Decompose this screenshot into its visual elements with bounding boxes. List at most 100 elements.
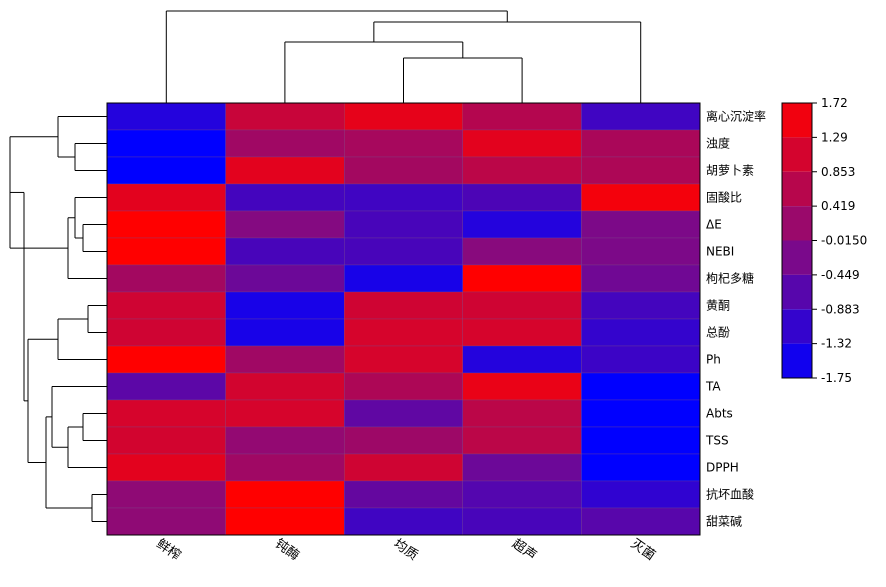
- colorbar-tick-label: 1.29: [821, 130, 848, 144]
- heatmap-cell: [225, 507, 345, 536]
- heatmap-cell: [344, 399, 463, 428]
- row-label: DPPH: [706, 461, 739, 475]
- column-label: 钝酶: [272, 536, 302, 564]
- row-label: 胡萝卜素: [706, 164, 754, 178]
- heatmap-cell: [225, 399, 345, 428]
- row-label: Ph: [706, 353, 721, 367]
- heatmap-cell: [462, 129, 582, 158]
- heatmap-cell: [344, 291, 463, 320]
- heatmap-cell: [581, 318, 701, 347]
- colorbar-tick-label: -1.32: [821, 337, 852, 351]
- heatmap-cell: [344, 372, 463, 401]
- row-label: 黄酮: [706, 299, 730, 313]
- heatmap-cell: [462, 291, 582, 320]
- heatmap-cell: [106, 318, 226, 347]
- colorbar-tick-label: 0.419: [821, 199, 855, 213]
- heatmap-cell: [106, 129, 226, 158]
- heatmap-cell: [344, 426, 463, 455]
- heatmap-cell: [225, 480, 345, 509]
- column-dendrogram: [165, 10, 642, 103]
- colorbar-segment: [782, 309, 812, 344]
- row-label: Abts: [706, 407, 733, 421]
- heatmap-cell: [581, 264, 701, 293]
- column-label: 鲜榨: [153, 536, 183, 564]
- heatmap-cell: [106, 237, 226, 266]
- colorbar-tick-label: -0.883: [821, 302, 860, 316]
- row-label: TSS: [705, 434, 729, 448]
- heatmap-cell: [581, 399, 701, 428]
- heatmap-cell: [344, 318, 463, 347]
- heatmap-cell: [581, 183, 701, 212]
- row-label: 浊度: [706, 136, 730, 151]
- heatmap-cell: [462, 345, 582, 374]
- colorbar-segment: [782, 103, 812, 138]
- heatmap-cell: [581, 237, 701, 266]
- row-label: TA: [705, 380, 721, 394]
- heatmap-cell: [462, 237, 582, 266]
- row-label: 总酚: [706, 326, 730, 340]
- column-label: 灭菌: [628, 537, 658, 564]
- heatmap-cell: [581, 507, 701, 536]
- row-label: 枸杞多糖: [706, 271, 754, 286]
- heatmap-cell: [344, 453, 463, 482]
- heatmap-cell: [581, 345, 701, 374]
- colorbar-segment: [782, 206, 812, 241]
- row-label: 离心沉淀率: [706, 109, 766, 124]
- heatmap-cell: [581, 129, 701, 158]
- column-labels: 鲜榨 钝酶 均质 超声 灭菌: [153, 536, 657, 564]
- heatmap-cell: [462, 372, 582, 401]
- heatmap-cell: [581, 210, 701, 239]
- row-label: NEBI: [706, 245, 734, 259]
- heatmap-cell: [225, 237, 345, 266]
- colorbar-segment: [782, 137, 812, 172]
- heatmap-cell: [462, 102, 582, 131]
- heatmap-cell: [462, 507, 582, 536]
- heatmap-cell: [581, 372, 701, 401]
- heatmap-cell: [225, 183, 345, 212]
- heatmap-cell: [344, 129, 463, 158]
- colorbar-segment: [782, 343, 812, 378]
- row-dendrogram: [9, 116, 107, 522]
- heatmap-cell: [106, 291, 226, 320]
- heatmap-cell: [462, 453, 582, 482]
- heatmap-cell: [225, 453, 345, 482]
- heatmap-cell: [581, 291, 701, 320]
- heatmap-cell: [225, 345, 345, 374]
- heatmap-cell: [462, 264, 582, 293]
- colorbar-tick-label: -1.75: [821, 371, 852, 385]
- heatmap-cell: [581, 453, 701, 482]
- heatmap-cell: [462, 210, 582, 239]
- heatmap-cell: [344, 480, 463, 509]
- heatmap-cell: [225, 426, 345, 455]
- heatmap-cell: [344, 102, 463, 131]
- heatmap-cell: [344, 264, 463, 293]
- heatmap-cell: [225, 318, 345, 347]
- heatmap-cell: [106, 426, 226, 455]
- heatmap-cell: [344, 507, 463, 536]
- heatmap-cell: [225, 129, 345, 158]
- heatmap-cell: [106, 399, 226, 428]
- colorbar-segment: [782, 240, 812, 275]
- heatmap-cell: [106, 372, 226, 401]
- colorbar-segment: [782, 171, 812, 207]
- heatmap-cell: [106, 345, 226, 374]
- heatmap-cell: [344, 237, 463, 266]
- heatmap-cell: [225, 372, 345, 401]
- heatmap-cell: [106, 453, 226, 482]
- row-label: 抗坏血酸: [706, 487, 754, 502]
- heatmap-cell: [581, 426, 701, 455]
- row-label: 甜菜碱: [706, 515, 742, 529]
- heatmap-cell: [106, 156, 226, 185]
- heatmap-frame: [106, 102, 701, 536]
- heatmap-cell: [225, 210, 345, 239]
- colorbar-tick-label: 0.853: [821, 165, 855, 179]
- heatmap-cell: [225, 291, 345, 320]
- heatmap-cell: [225, 264, 345, 293]
- colorbar-tick-label: 1.72: [821, 96, 848, 110]
- heatmap-cell: [462, 399, 582, 428]
- column-label: 均质: [391, 537, 421, 564]
- heatmap-cell: [462, 426, 582, 455]
- heatmap-cell: [106, 507, 226, 536]
